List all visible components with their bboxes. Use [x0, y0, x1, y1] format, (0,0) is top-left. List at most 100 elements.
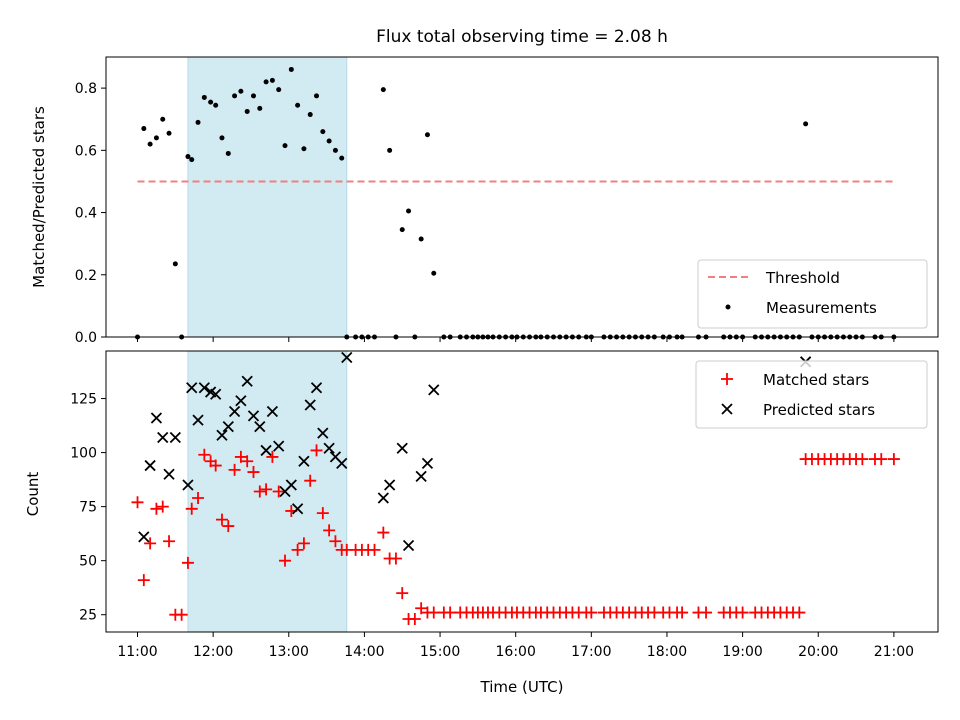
measurement-point	[166, 130, 172, 136]
matched-star-point	[222, 520, 235, 533]
top-legend-box	[697, 259, 928, 329]
predicted-star-point	[216, 429, 228, 441]
measurement-point	[282, 143, 288, 149]
measurement-point	[201, 94, 207, 100]
predicted-star-point	[310, 382, 323, 394]
matched-star-point	[215, 513, 228, 526]
measurement-point	[380, 87, 386, 93]
predicted-star-point	[421, 457, 434, 470]
matched-star-point	[316, 507, 329, 520]
matched-star-point	[377, 526, 390, 539]
matched-star-point	[253, 485, 266, 498]
legend-threshold-label: Threshold	[765, 269, 840, 287]
measurement-point	[208, 99, 214, 105]
top-y-ticks: 0.0 0.2 0.4 0.6 0.8	[75, 81, 106, 346]
predicted-star-point	[291, 503, 304, 515]
predicted-star-point	[402, 539, 415, 552]
measurement-point	[332, 147, 338, 153]
x-tick-label: 18:00	[647, 644, 687, 660]
bottom-y-tick-label: 25	[79, 608, 97, 624]
predicted-star-point	[222, 421, 234, 433]
measurement-point	[418, 236, 424, 242]
matched-star-point	[185, 502, 198, 515]
matched-star-point	[297, 537, 310, 550]
measurement-point	[424, 132, 430, 138]
bottom-y-tick-label: 100	[70, 446, 97, 462]
top-legend: Threshold Measurements	[697, 259, 928, 329]
matched-star-point	[856, 453, 869, 466]
predicted-star-point	[336, 457, 348, 470]
bottom-panel: 11:00 12:00 13:00 14:00 15:00 16:00 17:00 18:00…	[24, 350, 939, 696]
legend-predicted-label: Predicted stars	[763, 401, 875, 419]
predicted-star-point	[266, 405, 279, 418]
matched-star-point	[396, 587, 409, 600]
measurement-point	[225, 150, 231, 156]
measurement-point	[431, 270, 437, 276]
predicted-star-point	[186, 382, 198, 394]
measurement-point	[213, 102, 219, 108]
x-tick-label: 11:00	[117, 644, 157, 660]
top-y-tick-label: 0.6	[75, 143, 97, 159]
x-tick-label: 19:00	[722, 644, 762, 660]
matched-star-point	[241, 455, 254, 468]
highlight-span	[187, 350, 348, 633]
matched-star-point	[198, 448, 211, 461]
measurement-point	[185, 154, 191, 160]
matched-stars-layer	[131, 444, 900, 626]
top-y-tick-label: 0.0	[75, 330, 97, 346]
predicted-star-point	[254, 421, 266, 433]
x-tick-label: 12:00	[193, 644, 233, 660]
top-y-tick-label: 0.4	[75, 206, 97, 222]
matched-star-point	[266, 450, 279, 463]
top-y-axis-label: Matched/Predicted stars	[30, 106, 48, 288]
measurement-point	[244, 108, 250, 114]
matched-star-point	[228, 463, 241, 476]
bottom-y-tick-label: 50	[79, 554, 97, 570]
matched-star-point	[408, 613, 421, 626]
predicted-star-point	[241, 375, 253, 387]
top-plot-frame	[105, 56, 939, 338]
measurement-point	[314, 93, 320, 99]
predicted-star-point	[396, 442, 408, 454]
measurement-point	[153, 135, 159, 141]
matched-star-point	[279, 554, 292, 567]
measurement-point	[301, 146, 307, 152]
legend-measurements-swatch	[725, 304, 731, 310]
measurement-point	[339, 155, 345, 161]
top-y-tick-label: 0.8	[75, 81, 97, 97]
top-y-tick-label: 0.2	[75, 268, 97, 284]
matched-star-point	[304, 474, 317, 487]
measurement-point	[263, 79, 269, 85]
x-tick-label: 15:00	[420, 644, 460, 660]
measurement-point	[295, 102, 301, 108]
matched-star-point	[163, 535, 176, 548]
matched-star-point	[368, 543, 381, 556]
bottom-y-ticks: 25 50 75 100 125	[70, 392, 106, 624]
matched-star-point	[175, 608, 188, 621]
bottom-legend: Matched stars Predicted stars	[695, 360, 928, 429]
bottom-y-tick-label: 125	[70, 392, 97, 408]
measurement-point	[238, 88, 244, 94]
bottom-y-tick-label: 75	[79, 500, 97, 516]
matched-star-point	[156, 500, 169, 513]
measurement-point	[307, 112, 313, 118]
measurement-point	[257, 105, 263, 111]
matched-star-point	[427, 606, 440, 619]
predicted-star-point	[341, 351, 353, 364]
bottom-y-axis-label: Count	[24, 472, 42, 517]
matched-star-point	[329, 535, 342, 548]
measurement-point	[803, 121, 809, 127]
top-panel: 0.00.20.40.60.8 Matched/Predicted stars …	[30, 56, 939, 346]
matched-star-point	[389, 552, 402, 565]
x-tick-label: 14:00	[344, 644, 384, 660]
predicted-star-point	[317, 427, 329, 439]
measurement-point	[288, 66, 294, 72]
top-x-ticks	[137, 337, 895, 342]
predicted-star-point	[210, 388, 222, 400]
matched-star-point	[310, 444, 323, 457]
x-axis-label: Time (UTC)	[480, 678, 564, 696]
bottom-x-ticks: 11:00 12:00 13:00 14:00 15:00 16:00 17:00 18:00…	[117, 632, 914, 660]
matched-star-point	[137, 574, 150, 587]
highlight-span	[187, 56, 348, 338]
